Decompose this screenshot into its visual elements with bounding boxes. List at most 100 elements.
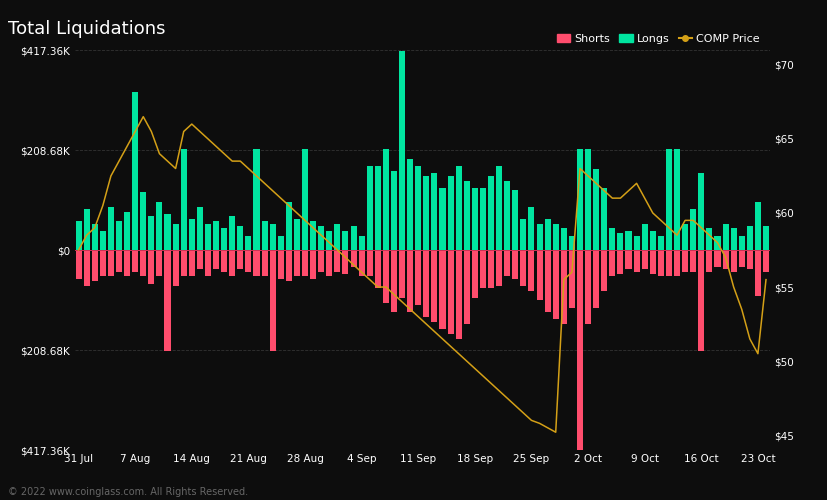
- Bar: [463, 250, 469, 324]
- Bar: [455, 166, 461, 250]
- Bar: [528, 250, 534, 290]
- Bar: [172, 224, 179, 250]
- Bar: [92, 250, 98, 281]
- Bar: [92, 224, 98, 250]
- Bar: [375, 250, 380, 288]
- Bar: [714, 250, 719, 267]
- Bar: [156, 250, 162, 276]
- Bar: [213, 250, 219, 269]
- Bar: [600, 188, 606, 250]
- Bar: [205, 224, 211, 250]
- Bar: [439, 250, 445, 329]
- Bar: [294, 219, 299, 250]
- Bar: [294, 250, 299, 276]
- Bar: [536, 250, 542, 300]
- Bar: [576, 250, 582, 450]
- Bar: [342, 231, 348, 250]
- Bar: [746, 250, 752, 269]
- Bar: [334, 224, 340, 250]
- Bar: [560, 228, 566, 250]
- Bar: [165, 214, 170, 250]
- Bar: [318, 250, 324, 272]
- Bar: [431, 250, 437, 322]
- Bar: [439, 188, 445, 250]
- Bar: [690, 250, 696, 272]
- Bar: [382, 250, 389, 302]
- Bar: [75, 221, 82, 250]
- Bar: [390, 250, 396, 312]
- Bar: [649, 250, 655, 274]
- Bar: [431, 174, 437, 250]
- Bar: [302, 250, 308, 276]
- Bar: [665, 250, 672, 276]
- Bar: [180, 250, 187, 276]
- Bar: [617, 233, 623, 250]
- Bar: [705, 228, 711, 250]
- Bar: [229, 216, 235, 250]
- Bar: [399, 51, 404, 250]
- Bar: [519, 250, 526, 286]
- Bar: [504, 180, 509, 250]
- Bar: [285, 250, 291, 281]
- Bar: [592, 168, 599, 250]
- Bar: [480, 250, 485, 288]
- Bar: [309, 250, 316, 279]
- Bar: [705, 250, 711, 272]
- Bar: [762, 226, 768, 250]
- Bar: [148, 250, 154, 284]
- Bar: [221, 228, 227, 250]
- Bar: [633, 250, 639, 272]
- Bar: [592, 250, 599, 308]
- Bar: [495, 166, 501, 250]
- Bar: [665, 150, 672, 250]
- Bar: [116, 221, 122, 250]
- Bar: [455, 250, 461, 338]
- Bar: [729, 250, 736, 272]
- Bar: [495, 250, 501, 286]
- Bar: [326, 231, 332, 250]
- Bar: [261, 250, 267, 276]
- Bar: [270, 250, 275, 350]
- Bar: [309, 221, 316, 250]
- Bar: [84, 210, 89, 250]
- Bar: [197, 207, 203, 250]
- Bar: [318, 226, 324, 250]
- Bar: [536, 224, 542, 250]
- Bar: [624, 250, 631, 269]
- Bar: [552, 224, 558, 250]
- Bar: [463, 180, 469, 250]
- Bar: [399, 250, 404, 298]
- Bar: [609, 250, 614, 276]
- Bar: [358, 236, 364, 250]
- Bar: [697, 250, 704, 350]
- Bar: [189, 250, 194, 276]
- Bar: [156, 202, 162, 250]
- Bar: [350, 250, 356, 267]
- Bar: [277, 250, 284, 279]
- Bar: [722, 250, 728, 269]
- Bar: [334, 250, 340, 272]
- Bar: [754, 250, 760, 296]
- Bar: [738, 250, 743, 267]
- Bar: [681, 250, 687, 272]
- Bar: [366, 166, 372, 250]
- Bar: [382, 150, 389, 250]
- Bar: [197, 250, 203, 269]
- Bar: [124, 212, 130, 250]
- Bar: [172, 250, 179, 286]
- Bar: [568, 250, 574, 308]
- Bar: [512, 250, 518, 279]
- Bar: [471, 188, 477, 250]
- Bar: [100, 231, 106, 250]
- Bar: [237, 250, 243, 269]
- Text: Total Liquidations: Total Liquidations: [8, 20, 165, 38]
- Bar: [221, 250, 227, 272]
- Legend: Shorts, Longs, COMP Price: Shorts, Longs, COMP Price: [552, 30, 763, 48]
- Bar: [681, 224, 687, 250]
- Bar: [641, 224, 647, 250]
- Bar: [585, 150, 590, 250]
- Bar: [342, 250, 348, 274]
- Bar: [762, 250, 768, 272]
- Bar: [585, 250, 590, 324]
- Bar: [302, 150, 308, 250]
